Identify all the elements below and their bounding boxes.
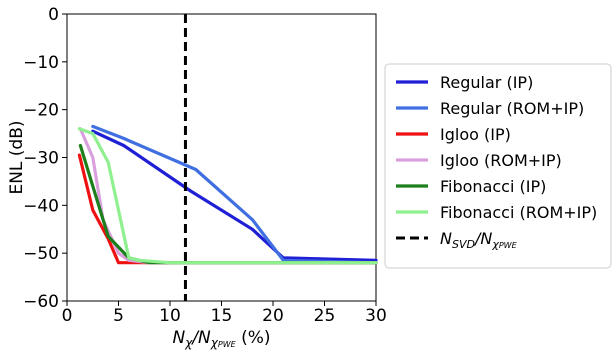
x-tick-label: 5 — [113, 306, 124, 326]
series-line — [77, 153, 378, 265]
y-axis-label: ENL (dB) — [7, 120, 27, 194]
legend-label: NSVD/NχPWE — [440, 229, 518, 251]
legend-label: Regular (ROM+IP) — [440, 99, 584, 118]
legend-label: Fibonacci (ROM+IP) — [440, 203, 597, 222]
x-tick-label: 10 — [159, 306, 181, 326]
legend-box — [384, 63, 612, 269]
y-tick-label: −20 — [23, 101, 59, 121]
series-line — [91, 124, 378, 265]
legend-label: Igloo (ROM+IP) — [440, 151, 562, 170]
x-tick-label: 0 — [62, 306, 73, 326]
legend-label: Regular (IP) — [440, 73, 533, 92]
series-line — [77, 127, 378, 265]
x-tick-label: 30 — [365, 306, 387, 326]
y-axis: 0 −10 −20 −30 −40 −50 −60 — [23, 5, 67, 312]
y-tick-label: −60 — [23, 292, 59, 312]
y-tick-label: −40 — [23, 196, 59, 216]
x-tick-label: 20 — [262, 306, 284, 326]
legend-label: Igloo (IP) — [440, 125, 511, 144]
series-line — [91, 129, 378, 262]
y-tick-label: −10 — [23, 53, 59, 73]
y-tick-label: −30 — [23, 149, 59, 169]
series-layer — [77, 124, 378, 265]
plot-area — [66, 13, 378, 302]
legend-items: Regular (IP) Regular (ROM+IP) Igloo (IP) Ig… — [396, 73, 597, 251]
legend-label: Fibonacci (IP) — [440, 177, 546, 196]
x-tick-label: 25 — [314, 306, 336, 326]
x-axis-label: Nχ/NχPWE (%) — [172, 328, 270, 350]
legend: Regular (IP) Regular (ROM+IP) Igloo (IP) Ig… — [384, 63, 612, 269]
x-axis: 0 5 10 15 20 25 30 — [62, 301, 387, 326]
x-tick-label: 15 — [211, 306, 233, 326]
y-tick-label: −50 — [23, 244, 59, 264]
y-tick-label: 0 — [48, 5, 59, 25]
